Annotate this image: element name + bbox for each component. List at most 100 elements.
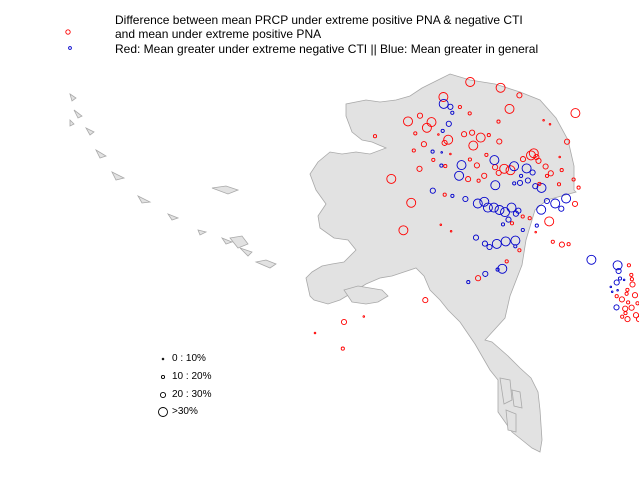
station-marker-blue	[516, 179, 524, 186]
station-marker-red	[499, 163, 510, 174]
station-marker-red	[467, 157, 472, 162]
station-marker-blue	[613, 304, 620, 311]
alexander-archipelago	[499, 377, 523, 433]
station-marker-blue	[479, 196, 490, 207]
station-marker-blue	[534, 223, 539, 228]
station-marker-red	[564, 138, 571, 145]
station-marker-red	[473, 162, 480, 169]
station-marker-blue	[512, 181, 517, 186]
header-legend-symbols	[65, 29, 72, 50]
legend-label-over-30: >30%	[172, 406, 198, 417]
station-marker-blue	[615, 267, 622, 275]
station-marker-blue	[494, 205, 505, 215]
station-marker-blue	[472, 234, 480, 241]
station-marker-red	[629, 281, 636, 288]
station-marker-blue	[529, 169, 536, 176]
station-marker-red	[495, 82, 506, 93]
station-marker-blue	[616, 288, 619, 292]
station-marker-red	[528, 148, 539, 159]
station-marker-red	[461, 131, 468, 138]
station-marker-red	[421, 122, 432, 133]
station-marker-blue	[462, 195, 469, 203]
station-marker-red	[484, 152, 489, 157]
header-symbol-red	[65, 29, 71, 35]
station-marker-red	[542, 163, 549, 170]
station-marker-red	[566, 242, 571, 247]
station-marker-red	[624, 291, 629, 296]
station-marker-red	[624, 316, 631, 323]
station-marker-red	[547, 170, 554, 177]
station-marker-red	[398, 225, 409, 236]
station-marker-blue	[612, 260, 623, 271]
station-marker-blue	[429, 187, 436, 194]
station-marker-red	[340, 318, 348, 326]
station-marker-blue	[456, 160, 467, 171]
station-marker-red	[626, 300, 631, 305]
title-line-3: Red: Mean greater under extreme negative…	[115, 42, 539, 56]
station-marker-blue	[561, 193, 572, 204]
legend-label-0-10: 0 : 10%	[172, 353, 206, 364]
station-marker-blue	[440, 151, 443, 154]
station-marker-blue	[536, 204, 547, 215]
station-marker-red	[467, 111, 472, 116]
station-marker-red	[571, 177, 576, 182]
station-marker-red	[496, 119, 501, 124]
station-marker-red	[631, 292, 639, 299]
station-marker-blue	[610, 290, 614, 293]
station-marker-blue	[447, 103, 454, 110]
aleutian-islands	[69, 93, 277, 269]
station-marker-blue	[520, 227, 525, 233]
station-marker-blue	[500, 222, 506, 227]
station-marker-red	[520, 214, 525, 219]
station-marker-red	[495, 169, 502, 176]
station-marker-blue	[524, 177, 531, 184]
station-marker-red	[386, 173, 397, 184]
station-marker-red	[559, 168, 564, 173]
station-marker-blue	[438, 98, 449, 109]
station-marker-red	[571, 200, 579, 207]
station-marker-blue	[482, 202, 493, 213]
station-marker-red	[416, 112, 424, 119]
station-marker-red	[558, 155, 561, 159]
station-marker-red	[443, 134, 454, 145]
station-marker-red	[449, 230, 453, 233]
station-marker-red	[504, 103, 515, 114]
station-marker-red	[438, 92, 449, 102]
station-marker-red	[626, 263, 631, 268]
station-marker-red	[517, 248, 522, 253]
station-marker-red	[628, 304, 635, 311]
station-marker-red	[422, 297, 429, 304]
station-marker-blue	[506, 202, 517, 213]
station-marker-red	[403, 116, 413, 127]
station-marker-blue	[445, 120, 452, 127]
station-marker-blue	[500, 236, 511, 247]
station-marker-blue	[486, 243, 493, 251]
station-marker-red	[449, 152, 452, 156]
station-marker-red	[548, 122, 552, 126]
station-marker-red	[527, 216, 532, 221]
station-marker-red	[441, 139, 448, 146]
station-marker-red	[372, 134, 378, 139]
title-line-2: and mean under extreme positive PNA	[115, 27, 322, 41]
station-marker-red	[420, 141, 427, 148]
station-marker-red	[413, 131, 418, 136]
station-marker-red	[542, 118, 545, 122]
station-marker-red	[550, 239, 555, 244]
station-marker-red	[622, 305, 629, 312]
station-marker-red	[629, 272, 634, 277]
station-markers	[313, 77, 639, 351]
legend-label-10-20: 10 : 20%	[172, 371, 212, 382]
station-marker-red	[620, 314, 625, 319]
legend-label-20-30: 20 : 30%	[172, 389, 212, 400]
station-marker-red	[313, 331, 317, 335]
st-lawrence-island	[211, 185, 240, 195]
station-marker-red	[635, 316, 639, 323]
station-marker-red	[504, 259, 509, 264]
station-marker-blue	[495, 267, 500, 272]
station-marker-blue	[489, 155, 500, 166]
station-marker-blue	[430, 149, 435, 154]
station-marker-blue	[543, 197, 550, 205]
station-marker-red	[526, 150, 536, 161]
legend-symbol-10-20	[160, 374, 166, 380]
station-marker-red	[537, 181, 542, 186]
